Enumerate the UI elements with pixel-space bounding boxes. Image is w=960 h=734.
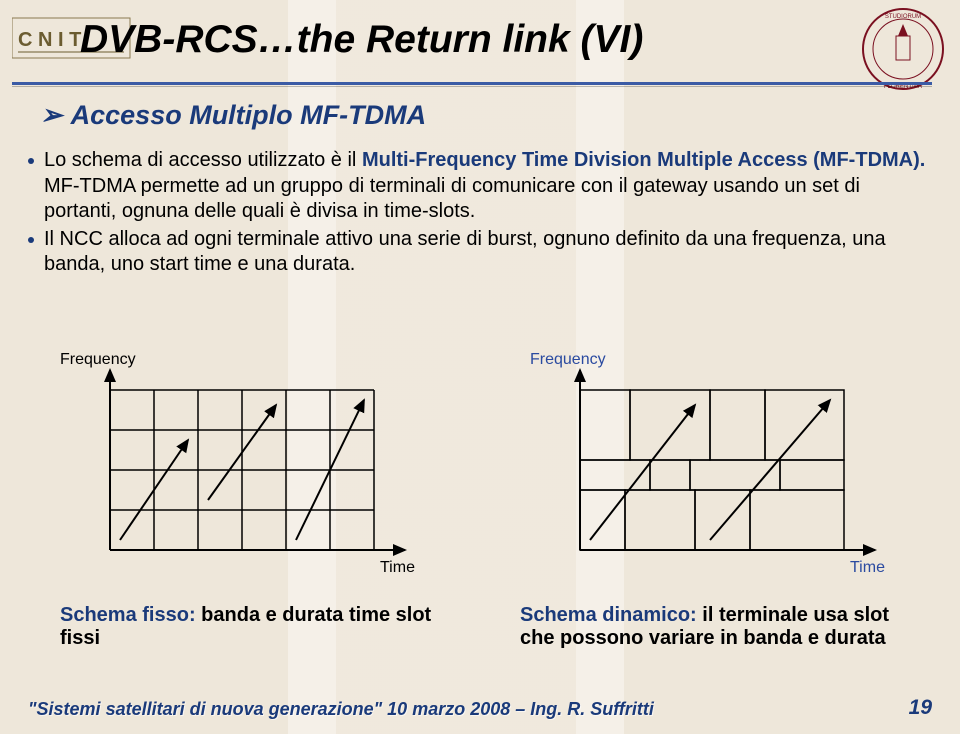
- bullet1-pre: Lo schema di accesso utilizzato è il: [44, 149, 362, 171]
- page-number: 19: [909, 696, 932, 720]
- chart2-xlabel: Time: [850, 559, 885, 576]
- footer-text: "Sistemi satellitari di nuova generazion…: [28, 699, 654, 720]
- university-seal-icon: STUDIORUM FLORENTINA: [860, 6, 946, 92]
- chart1-ylabel: Frequency: [60, 351, 136, 368]
- caption-right-hl: Schema dinamico:: [520, 604, 697, 626]
- bullet-1: Lo schema di accesso utilizzato è il Mul…: [44, 148, 932, 225]
- caption-left: Schema fisso: banda e durata time slot f…: [60, 604, 440, 650]
- caption-right: Schema dinamico: il terminale usa slot c…: [520, 604, 910, 650]
- subtitle-text: Accesso Multiplo MF-TDMA: [71, 100, 427, 130]
- arrow-icon: ➢: [40, 100, 63, 130]
- bullet1-post: MF-TDMA permette ad un gruppo di termina…: [44, 175, 860, 223]
- chart-dynamic-scheme: Frequency Time: [530, 350, 900, 585]
- caption-left-hl: Schema fisso:: [60, 604, 196, 626]
- body-text: Lo schema di accesso utilizzato è il Mul…: [28, 148, 932, 280]
- bullet1-highlight: Multi-Frequency Time Division Multiple A…: [362, 149, 925, 171]
- bullet-2: Il NCC alloca ad ogni terminale attivo u…: [44, 227, 932, 278]
- bullet-icon: [28, 237, 34, 243]
- chart-fixed-scheme: Frequency Time: [60, 350, 430, 585]
- title-underline: [12, 82, 932, 87]
- chart2-ylabel: Frequency: [530, 351, 606, 368]
- svg-text:STUDIORUM: STUDIORUM: [885, 14, 921, 20]
- chart1-xlabel: Time: [380, 559, 415, 576]
- svg-text:C N I T: C N I T: [18, 29, 81, 51]
- slide-subtitle: ➢ Accesso Multiplo MF-TDMA: [40, 100, 426, 131]
- bullet-icon: [28, 158, 34, 164]
- diagram-row: Frequency Time: [60, 350, 900, 585]
- slide-footer: "Sistemi satellitari di nuova generazion…: [28, 696, 932, 720]
- diagram-captions: Schema fisso: banda e durata time slot f…: [60, 604, 910, 650]
- slide-title: DVB-RCS…the Return link (VI): [80, 18, 643, 62]
